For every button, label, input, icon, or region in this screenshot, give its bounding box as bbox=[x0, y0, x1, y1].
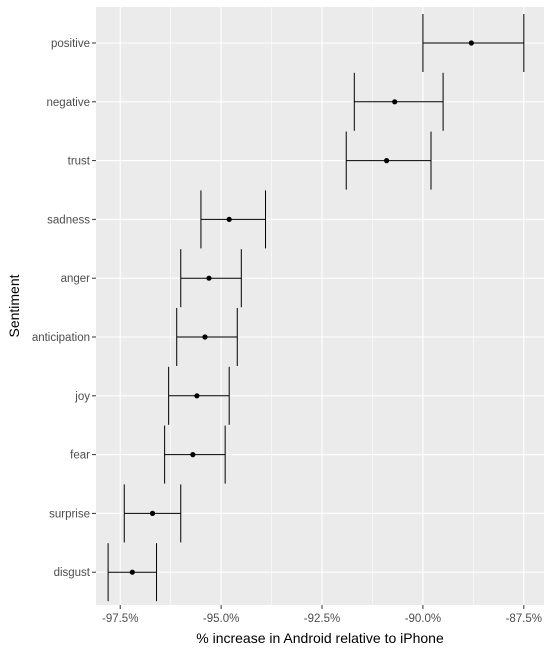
y-tick-label-surprise: surprise bbox=[49, 508, 90, 520]
y-tick-label-joy: joy bbox=[74, 391, 90, 403]
y-tick-label-anticipation: anticipation bbox=[32, 332, 90, 344]
y-tick-label-disgust: disgust bbox=[54, 567, 91, 579]
point-surprise bbox=[149, 510, 156, 516]
marks-layer bbox=[107, 14, 525, 602]
point-anger bbox=[206, 275, 212, 281]
x-axis-title: % increase in Android relative to iPhone bbox=[196, 630, 444, 646]
grid-layer bbox=[96, 7, 544, 605]
y-axis-title: Sentiment bbox=[6, 274, 22, 337]
y-tick-label-trust: trust bbox=[68, 156, 91, 168]
x-tick-label: -92.5% bbox=[304, 613, 340, 625]
y-tick-label-positive: positive bbox=[51, 38, 90, 50]
y-tick-label-anger: anger bbox=[61, 273, 91, 285]
x-tick-label: -87.5% bbox=[506, 613, 542, 625]
y-tick-label-negative: negative bbox=[47, 97, 90, 109]
point-anticipation bbox=[202, 334, 208, 340]
x-tick-label: -95.0% bbox=[203, 613, 239, 625]
point-disgust bbox=[129, 569, 135, 575]
point-trust bbox=[383, 158, 390, 164]
point-negative bbox=[392, 99, 398, 105]
point-sadness bbox=[226, 216, 232, 222]
y-tick-label-fear: fear bbox=[70, 450, 90, 462]
point-joy bbox=[194, 393, 200, 399]
point-positive bbox=[468, 40, 474, 46]
axis-layer: positive negative trust sadness anger anticip… bbox=[32, 38, 542, 625]
point-fear bbox=[190, 452, 196, 458]
y-tick-label-sadness: sadness bbox=[47, 214, 90, 226]
plot-panel bbox=[96, 7, 544, 605]
x-tick-label: -90.0% bbox=[405, 613, 441, 625]
x-tick-label: -97.5% bbox=[102, 613, 138, 625]
